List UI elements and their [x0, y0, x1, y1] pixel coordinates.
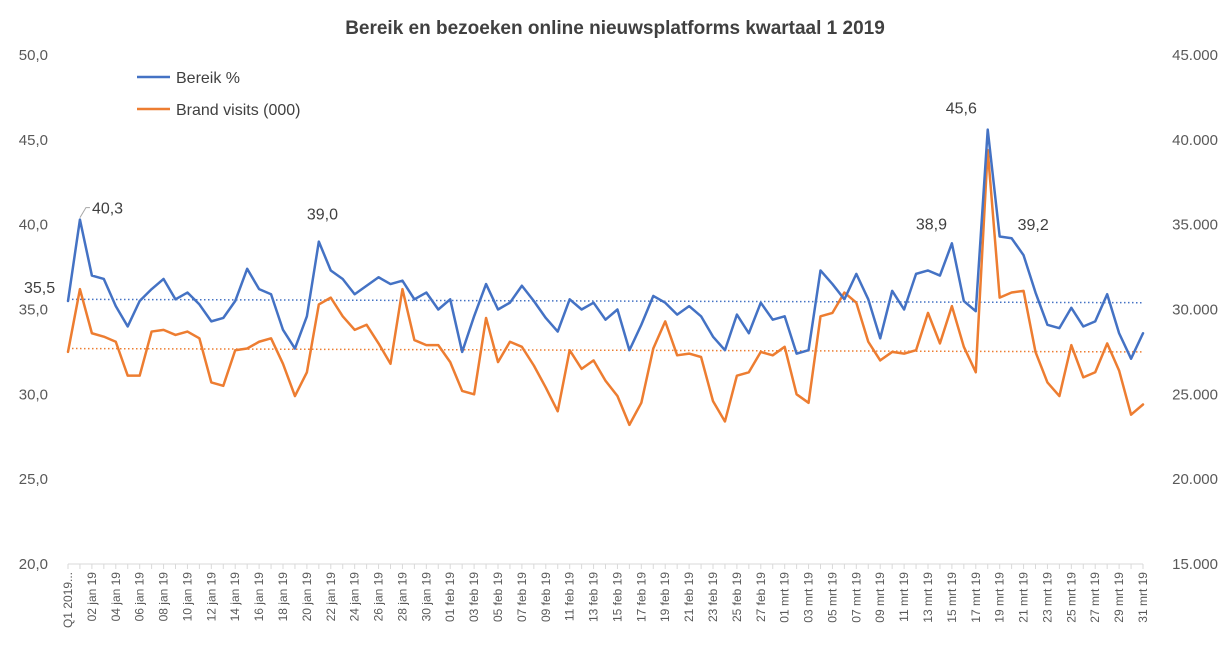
x-tick-label: 12 jan 19 [204, 572, 218, 622]
y-right-tick-label: 40.000 [1172, 132, 1218, 149]
x-tick-label: 25 mrt 19 [1064, 572, 1078, 623]
x-tick-label: 13 feb 19 [587, 572, 601, 622]
x-tick-label: 01 feb 19 [443, 572, 457, 622]
x-tick-label: Q1 2019... [61, 572, 75, 628]
x-tick-label: 23 mrt 19 [1040, 572, 1054, 623]
x-tick-label: 30 jan 19 [419, 572, 433, 622]
x-tick-label: 27 mrt 19 [1088, 572, 1102, 623]
legend-label: Brand visits (000) [176, 102, 301, 119]
x-tick-label: 28 jan 19 [395, 572, 409, 622]
x-tick-label: 27 feb 19 [754, 572, 768, 622]
y-axis-left: 20,0 25,0 30,0 35,0 40,0 45,0 50,0 [19, 47, 48, 573]
trendline-bereik [67, 298, 1144, 304]
data-label: 39,2 [1018, 217, 1049, 234]
data-label-leader [79, 207, 90, 218]
x-tick-label: 15 feb 19 [610, 572, 624, 622]
x-tick-label: 31 mrt 19 [1136, 572, 1150, 623]
x-tick-label: 17 mrt 19 [969, 572, 983, 623]
x-tick-label: 05 mrt 19 [825, 572, 839, 623]
x-tick-label: 26 jan 19 [372, 572, 386, 622]
legend: Bereik % Brand visits (000) [137, 70, 301, 119]
data-label: 38,9 [916, 216, 947, 233]
x-tick-label: 07 feb 19 [515, 572, 529, 622]
x-tick-label: 21 feb 19 [682, 572, 696, 622]
x-tick-label: 19 feb 19 [658, 572, 672, 622]
x-tick-label: 05 feb 19 [491, 572, 505, 622]
y-left-tick-label: 50,0 [19, 47, 48, 64]
y-right-tick-label: 30.000 [1172, 302, 1218, 319]
x-tick-label: 10 jan 19 [180, 572, 194, 622]
x-tick-label: 24 jan 19 [348, 572, 362, 622]
data-label: 40,3 [92, 201, 123, 218]
x-tick-label: 11 feb 19 [563, 572, 577, 621]
x-tick-label: 14 jan 19 [228, 572, 242, 622]
y-right-tick-label: 45.000 [1172, 47, 1218, 64]
y-left-tick-label: 40,0 [19, 217, 48, 234]
axes [67, 563, 1144, 569]
legend-label: Bereik % [176, 70, 240, 87]
y-left-tick-label: 25,0 [19, 471, 48, 488]
x-tick-label: 25 feb 19 [730, 572, 744, 622]
x-tick-label: 18 jan 19 [276, 572, 290, 622]
x-tick-label: 15 mrt 19 [945, 572, 959, 623]
y-left-tick-label: 30,0 [19, 386, 48, 403]
data-label: 45,6 [946, 101, 977, 118]
x-tick-label: 16 jan 19 [252, 572, 266, 622]
x-tick-label: 04 jan 19 [109, 572, 123, 622]
x-tick-label: 03 mrt 19 [802, 572, 816, 623]
x-tick-label: 23 feb 19 [706, 572, 720, 622]
x-tick-label: 11 mrt 19 [897, 572, 911, 622]
series-lines [66, 128, 1145, 427]
x-tick-label: 22 jan 19 [324, 572, 338, 622]
trendlines [67, 298, 1144, 353]
x-tick-label: 13 mrt 19 [921, 572, 935, 623]
chart-title: Bereik en bezoeken online nieuwsplatform… [345, 18, 885, 39]
x-tick-label: 09 feb 19 [539, 572, 553, 622]
y-right-tick-label: 35.000 [1172, 217, 1218, 234]
y-right-tick-label: 15.000 [1172, 556, 1218, 573]
data-labels: 35,5 40,3 39,0 38,9 45,6 39,2 [24, 101, 1049, 297]
x-tick-label: 06 jan 19 [133, 572, 147, 622]
x-tick-label: 09 mrt 19 [873, 572, 887, 623]
y-left-tick-label: 45,0 [19, 132, 48, 149]
x-tick-label: 03 feb 19 [467, 572, 481, 622]
x-tick-label: 17 feb 19 [634, 572, 648, 622]
x-tick-label: 01 mrt 19 [778, 572, 792, 623]
data-label: 39,0 [307, 207, 338, 224]
series-line-visits [66, 148, 1145, 427]
y-right-tick-label: 25.000 [1172, 386, 1218, 403]
x-tick-label: 07 mrt 19 [849, 572, 863, 623]
y-axis-right: 15.000 20.000 25.000 30.000 35.000 40.000 45.0… [1172, 47, 1218, 573]
x-tick-label: 19 mrt 19 [993, 572, 1007, 623]
series-line-bereik [66, 128, 1145, 360]
y-left-tick-label: 35,0 [19, 302, 48, 319]
trendline-visits [67, 347, 1144, 353]
x-tick-label: 21 mrt 19 [1017, 572, 1031, 623]
x-tick-label: 08 jan 19 [157, 572, 171, 622]
x-tick-label: 29 mrt 19 [1112, 572, 1126, 623]
y-left-tick-label: 20,0 [19, 556, 48, 573]
x-axis-tick-labels: Q1 2019... 02 jan 19 04 jan 19 06 jan 19 08 … [61, 572, 1150, 628]
x-tick-label: 02 jan 19 [85, 572, 99, 622]
data-label: 35,5 [24, 280, 55, 297]
y-right-tick-label: 20.000 [1172, 471, 1218, 488]
x-tick-label: 20 jan 19 [300, 572, 314, 622]
